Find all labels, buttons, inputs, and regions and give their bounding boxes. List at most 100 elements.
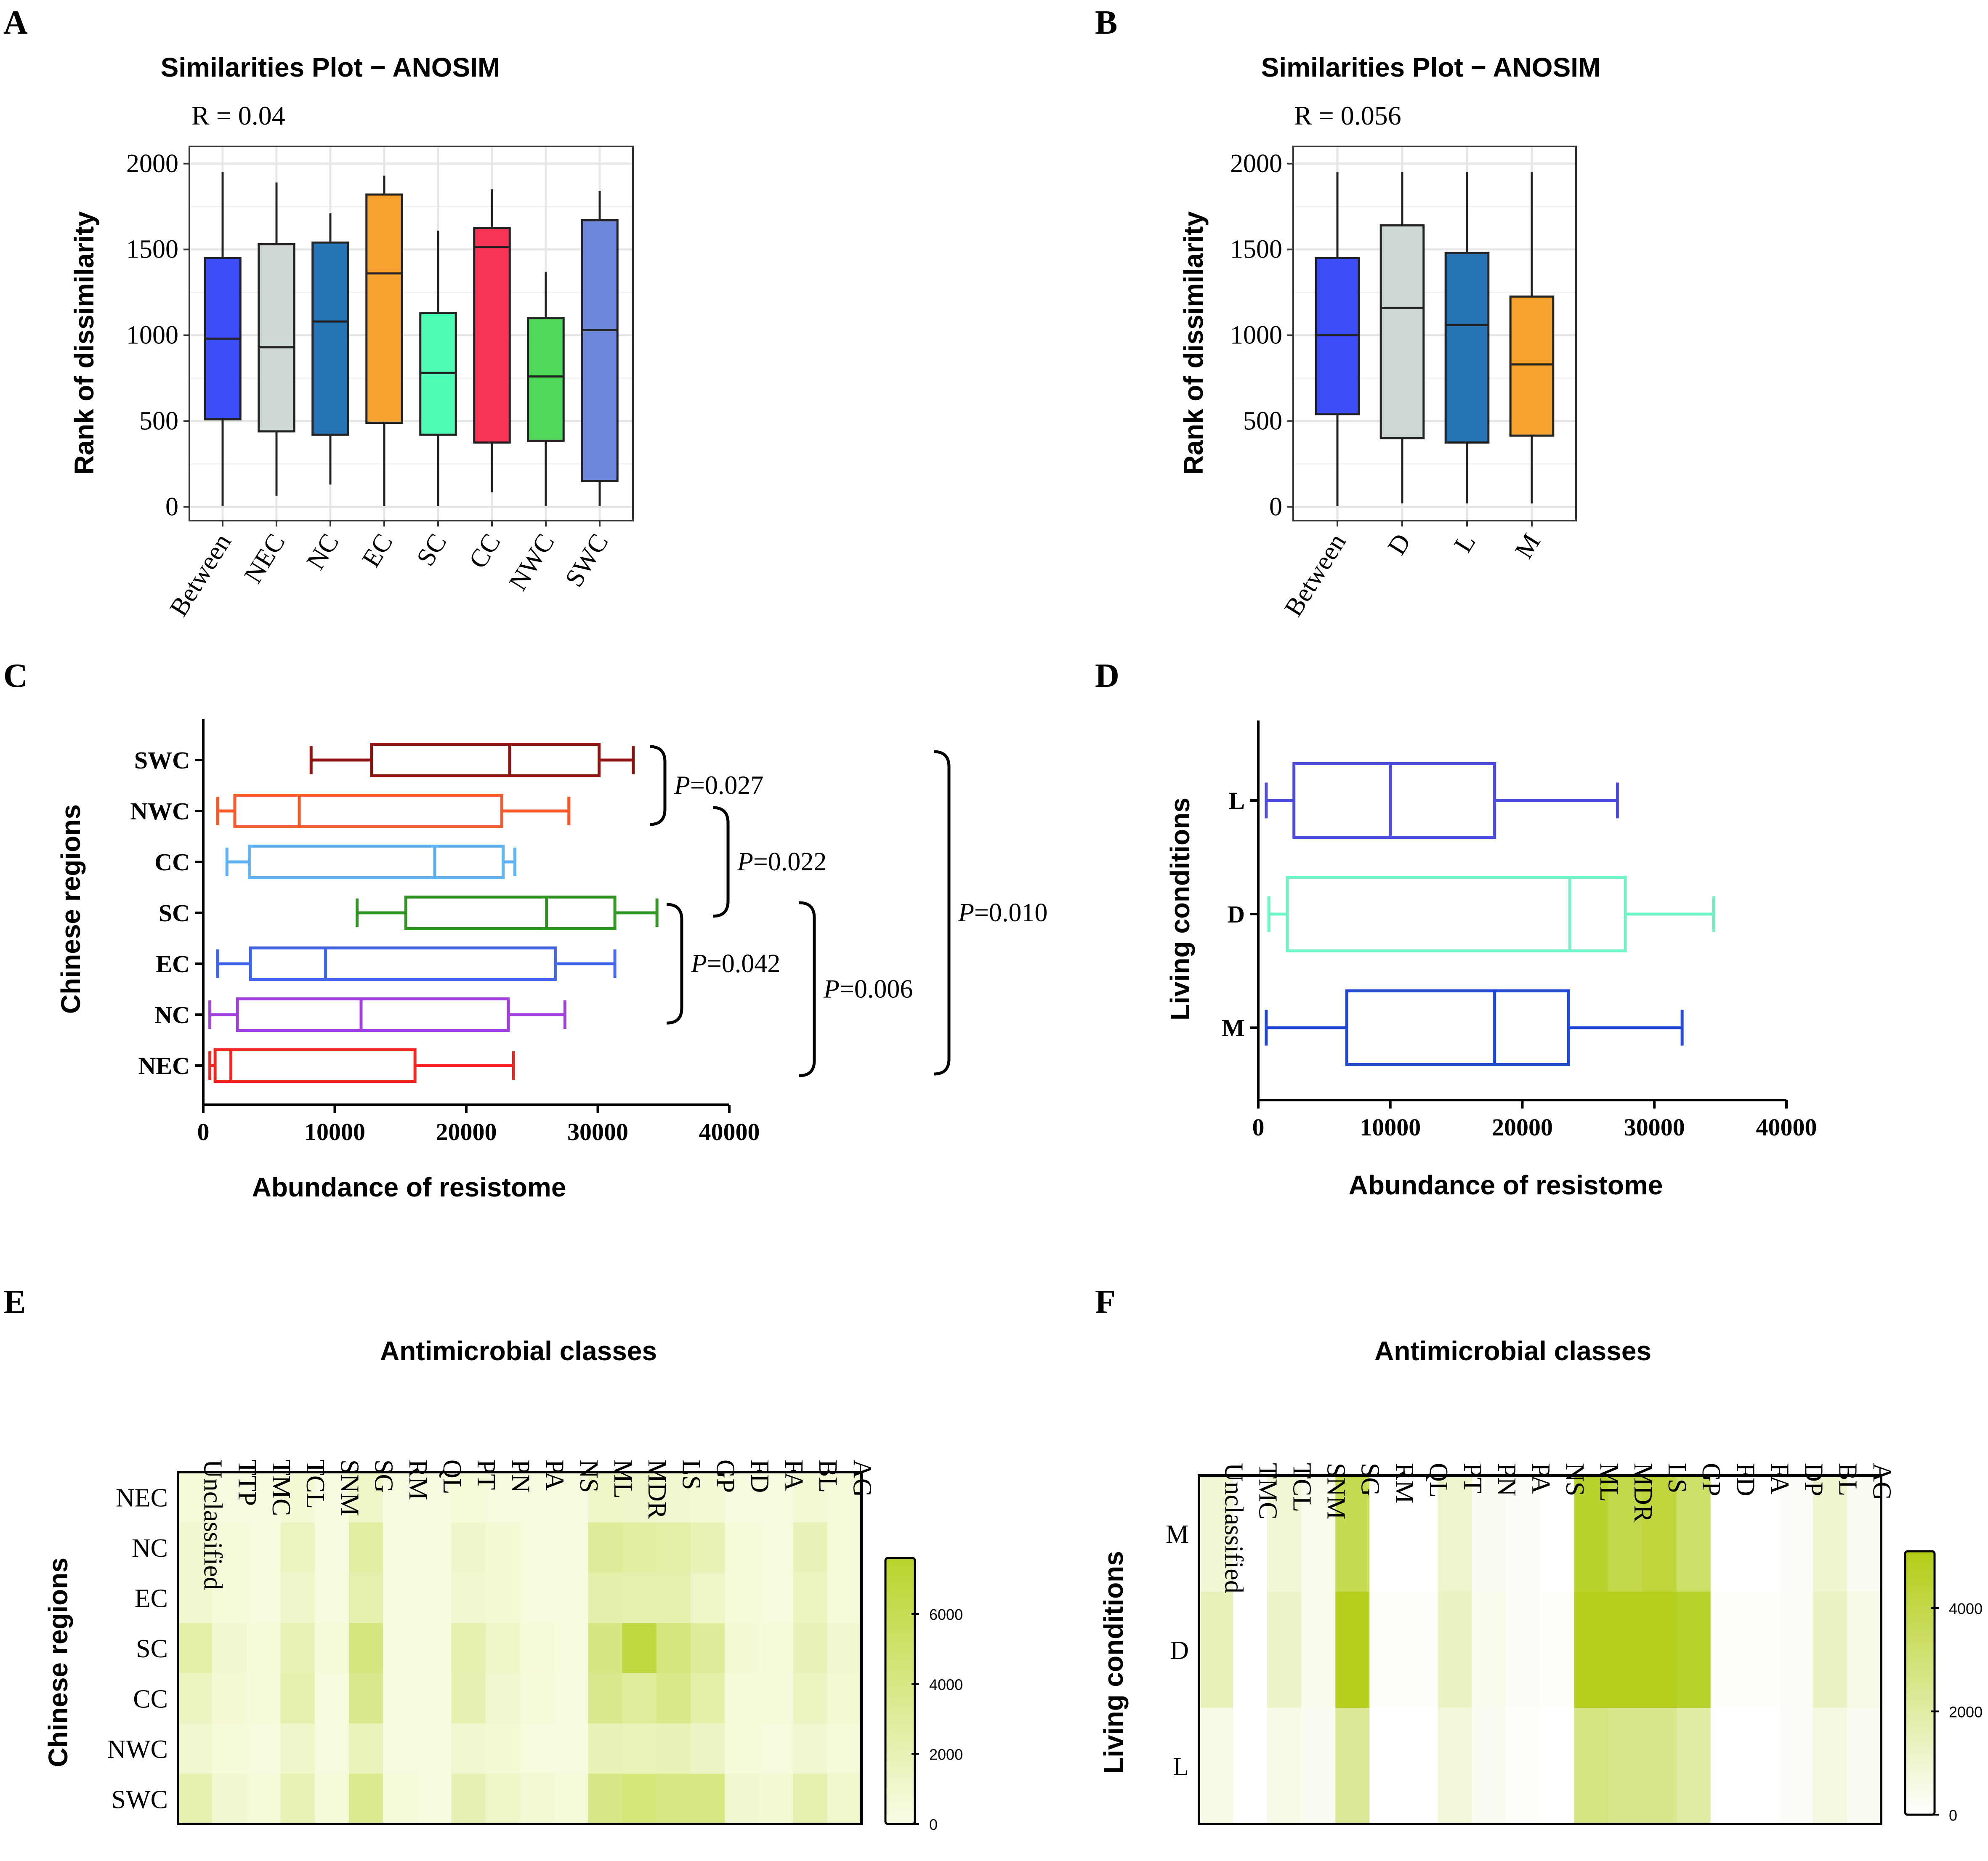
heatmap-row-label: NEC xyxy=(116,1484,168,1513)
heatmap-cell xyxy=(793,1572,828,1623)
heatmap-border xyxy=(1198,1474,1882,1825)
chart-c-y-axis-label: Chinese regions xyxy=(56,804,86,1014)
x-tick-label: SC xyxy=(411,529,452,571)
heatmap-column-label: QL xyxy=(1424,1463,1453,1498)
heatmap-cell xyxy=(1369,1592,1404,1708)
heatmap-column-label: NS xyxy=(574,1460,603,1493)
heatmap-cell xyxy=(1267,1708,1302,1824)
chart-a-r-value: R = 0.04 xyxy=(191,101,285,130)
y-tick-label: 500 xyxy=(139,407,178,435)
heatmap-cell xyxy=(759,1572,794,1623)
box xyxy=(370,743,601,777)
heatmap-cell xyxy=(1199,1592,1233,1708)
chart-e-y-axis-label: Chinese regions xyxy=(43,1558,73,1767)
heatmap-cell xyxy=(793,1623,828,1674)
heatmap-cell xyxy=(383,1773,417,1824)
heatmap-row-label: D xyxy=(1170,1636,1189,1665)
heatmap-cell xyxy=(280,1723,315,1774)
heatmap-cell xyxy=(520,1572,554,1623)
heatmap-column-label: SNM xyxy=(335,1460,364,1516)
chart-f-y-axis-label: Living conditions xyxy=(1098,1551,1129,1774)
chart-b-r-value: R = 0.056 xyxy=(1294,101,1401,130)
box xyxy=(365,193,403,424)
heatmap-column-label: SG xyxy=(1356,1463,1385,1496)
heatmap-cell xyxy=(622,1522,657,1573)
y-tick-label: 1000 xyxy=(126,321,178,350)
heatmap-cell xyxy=(691,1673,725,1724)
box xyxy=(473,227,511,444)
heatmap-column-label: RM xyxy=(404,1460,432,1500)
heatmap-cell xyxy=(485,1773,520,1824)
heatmap-column-label: TMC xyxy=(267,1460,295,1516)
heatmap-cell xyxy=(827,1723,862,1774)
heatmap-cell xyxy=(793,1472,828,1523)
heatmap-cell xyxy=(417,1623,452,1674)
y-tick-label: SC xyxy=(159,899,190,927)
y-tick-label: 1500 xyxy=(1230,235,1282,264)
heatmap-cell xyxy=(383,1472,417,1523)
heatmap-cell xyxy=(417,1522,452,1573)
box xyxy=(1345,989,1570,1066)
x-tick-label: SWC xyxy=(560,529,614,592)
heatmap-region-chart: Antimicrobial classes Chinese regions NE… xyxy=(43,1336,963,1833)
heatmap-cell xyxy=(1710,1476,1745,1592)
heatmap-cell xyxy=(1608,1476,1643,1592)
heatmap-cell xyxy=(1676,1592,1711,1708)
heatmap-row-label: L xyxy=(1173,1752,1189,1781)
heatmap-cell xyxy=(622,1572,657,1623)
chart-b-title: Similarities Plot − ANOSIM xyxy=(1261,52,1601,82)
heatmap-cell xyxy=(212,1472,247,1523)
heatmap-cell xyxy=(1369,1476,1404,1592)
y-tick-label: NEC xyxy=(138,1052,190,1079)
heatmap-cell xyxy=(1608,1592,1643,1708)
heatmap-cell xyxy=(280,1773,315,1824)
heatmap-column-label: GP xyxy=(711,1460,740,1493)
x-tick-label: 10000 xyxy=(304,1118,365,1146)
x-tick-label: 30000 xyxy=(567,1118,628,1146)
chart-d-y-axis-label: Living conditions xyxy=(1165,798,1195,1021)
x-tick-label: 20000 xyxy=(436,1118,497,1146)
heatmap-cell xyxy=(280,1572,315,1623)
heatmap-cell xyxy=(314,1522,349,1573)
heatmap-cell xyxy=(588,1472,623,1523)
x-tick-label: NC xyxy=(301,529,345,574)
heatmap-cell xyxy=(1778,1708,1813,1824)
y-tick-label: 2000 xyxy=(1230,149,1282,178)
heatmap-cell xyxy=(178,1572,213,1623)
heatmap-cell xyxy=(451,1623,486,1674)
y-tick-label: 0 xyxy=(165,492,178,521)
heatmap-cell xyxy=(246,1472,281,1523)
heatmap-cell xyxy=(1267,1592,1302,1708)
heatmap-cell xyxy=(725,1572,759,1623)
p-value-label: P=0.042 xyxy=(691,949,780,978)
box xyxy=(404,896,617,930)
chart-d-x-axis-label: Abundance of resistome xyxy=(1349,1170,1663,1200)
colorbar-tick-label: 6000 xyxy=(929,1606,963,1623)
box xyxy=(311,241,349,436)
x-tick-label: NWC xyxy=(504,529,560,596)
heatmap-cell xyxy=(1813,1708,1847,1824)
heatmap-column-label: LS xyxy=(677,1460,705,1490)
heatmap-cell xyxy=(588,1623,623,1674)
heatmap-cell xyxy=(314,1472,349,1523)
y-tick-label: 1500 xyxy=(126,235,178,264)
heatmap-border xyxy=(177,1471,863,1825)
heatmap-cell xyxy=(1744,1592,1779,1708)
heatmap-column-label: TMC xyxy=(1254,1463,1282,1519)
heatmap-cell xyxy=(349,1773,383,1824)
anosim-region-chart: Similarities Plot − ANOSIM R = 0.04 Rank… xyxy=(69,52,634,621)
resistome-region-chart: Abundance of resistome Chinese regions 0… xyxy=(56,719,1047,1202)
heatmap-cell xyxy=(1233,1476,1268,1592)
heatmap-cell xyxy=(1642,1708,1677,1824)
heatmap-cell xyxy=(1574,1708,1609,1824)
heatmap-row-label: EC xyxy=(135,1585,168,1613)
heatmap-cell xyxy=(725,1472,759,1523)
heatmap-row-label: M xyxy=(1166,1520,1189,1549)
colorbar-tick-label: 2000 xyxy=(1949,1704,1983,1721)
colorbar-tick-label: 4000 xyxy=(929,1676,963,1693)
x-tick-label: CC xyxy=(463,529,506,573)
heatmap-column-label: AG xyxy=(1867,1463,1896,1501)
heatmap-column-label: FA xyxy=(1765,1463,1794,1494)
panel-letter-d: D xyxy=(1095,657,1119,694)
heatmap-cell xyxy=(1472,1592,1507,1708)
